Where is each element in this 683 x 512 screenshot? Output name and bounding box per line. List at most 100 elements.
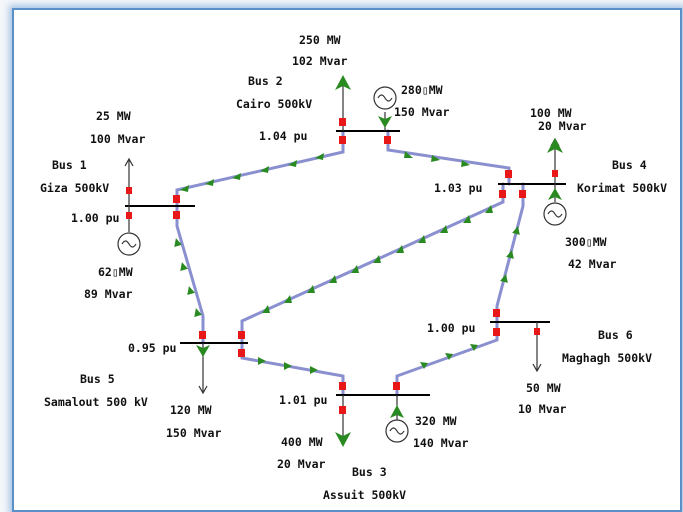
- load-mvar: 20 Mvar: [277, 457, 326, 471]
- flow-arrow: [335, 75, 351, 90]
- breaker[interactable]: [393, 382, 400, 390]
- bus-voltage: 1.01 pu: [279, 393, 327, 407]
- flow-arrow: [196, 345, 210, 357]
- breaker[interactable]: [339, 118, 346, 126]
- flow-arrow: [258, 357, 266, 365]
- generator-bus3[interactable]: [385, 395, 409, 443]
- breaker[interactable]: [505, 170, 512, 178]
- bus-bars: [125, 130, 566, 396]
- line-bus4-bus5[interactable]: [240, 182, 505, 345]
- load-mw: 250 MW: [299, 33, 341, 47]
- flow-arrow: [378, 116, 392, 128]
- generator-labels: 62▯MW 89 Mvar 280▯MW 150 Mvar 320 MW 140…: [84, 83, 617, 450]
- generators: [117, 86, 567, 443]
- breaker[interactable]: [534, 328, 540, 335]
- flow-arrow: [232, 173, 241, 180]
- breaker[interactable]: [339, 136, 346, 144]
- breaker[interactable]: [339, 382, 346, 390]
- flow-arrow: [335, 432, 351, 447]
- flow-arrow: [288, 160, 297, 167]
- breaker[interactable]: [238, 349, 245, 357]
- load-mw: 50 MW: [526, 381, 561, 395]
- bus-location: Samalout 500 kV: [44, 395, 148, 409]
- line-bus5-bus3[interactable]: [240, 341, 345, 397]
- flow-arrow: [307, 285, 315, 293]
- load-mvar: 20 Mvar: [538, 119, 587, 133]
- flow-arrow: [284, 362, 292, 370]
- bus-name: Bus 6: [598, 328, 633, 342]
- bus-location: Assuit 500kV: [323, 488, 406, 502]
- flow-arrow: [500, 274, 508, 283]
- gen-mvar: 42 Mvar: [568, 257, 617, 271]
- breaker[interactable]: [173, 195, 180, 203]
- breaker[interactable]: [126, 187, 132, 194]
- flow-arrow: [205, 179, 214, 186]
- flow-arrow: [180, 185, 189, 192]
- load-labels: 25 MW 100 Mvar 250 MW 102 Mvar 400 MW 20…: [90, 33, 587, 471]
- breaker[interactable]: [499, 190, 506, 198]
- load-mw: 400 MW: [281, 435, 323, 449]
- flow-arrow: [404, 151, 413, 158]
- load-mvar: 10 Mvar: [518, 402, 567, 416]
- load-mw: 120 MW: [170, 403, 212, 417]
- flow-arrow: [506, 250, 514, 259]
- load-bus1[interactable]: [124, 157, 134, 206]
- one-line-diagram-panel: [12, 8, 682, 512]
- breaker[interactable]: [493, 328, 500, 336]
- breaker[interactable]: [519, 190, 526, 198]
- flow-arrow: [174, 238, 182, 247]
- bus-labels: Bus 1 Giza 500kV 1.00 pu Bus 2 Cairo 500…: [40, 74, 667, 502]
- line-flow-arrows: [174, 151, 520, 374]
- flow-arrow: [284, 295, 292, 303]
- load-mw: 25 MW: [96, 109, 131, 123]
- bus-name: Bus 5: [80, 372, 115, 386]
- flow-arrow: [262, 305, 270, 313]
- flow-arrow: [485, 205, 493, 213]
- bus-location: Giza 500kV: [40, 181, 109, 195]
- breaker[interactable]: [126, 212, 132, 219]
- generator-bus4[interactable]: [543, 184, 567, 226]
- bus-location: Korimat 500kV: [577, 181, 667, 195]
- flow-arrow: [461, 160, 470, 167]
- flow-arrow: [187, 286, 195, 295]
- load-mvar: 100 Mvar: [90, 132, 145, 146]
- load-mw: 100 MW: [530, 106, 572, 120]
- breaker[interactable]: [238, 331, 245, 339]
- flow-arrow: [310, 366, 318, 374]
- bus-name: Bus 4: [612, 158, 647, 172]
- gen-mw: 62▯MW: [98, 265, 133, 279]
- flow-arrow: [440, 225, 448, 233]
- flow-arrow: [463, 215, 471, 223]
- breaker[interactable]: [199, 331, 206, 339]
- flow-arrow: [329, 275, 337, 283]
- bus-voltage: 0.95 pu: [128, 341, 176, 355]
- flow-arrow: [180, 262, 188, 271]
- bus-location: Cairo 500kV: [236, 97, 312, 111]
- flow-arrow: [548, 188, 562, 200]
- flow-arrow: [470, 344, 478, 351]
- breaker[interactable]: [552, 170, 558, 177]
- bus-name: Bus 1: [52, 158, 87, 172]
- gen-mw: 320 MW: [415, 414, 457, 428]
- bus-voltage: 1.00 pu: [427, 321, 475, 335]
- line-bus1-bus5[interactable]: [175, 204, 205, 345]
- bus-name: Bus 2: [248, 74, 283, 88]
- load-mvar: 150 Mvar: [166, 426, 221, 440]
- breaker[interactable]: [493, 309, 500, 317]
- flow-arrow: [547, 138, 563, 153]
- bus-voltage: 1.03 pu: [434, 181, 482, 195]
- breaker[interactable]: [339, 406, 346, 414]
- breakers: [126, 118, 558, 414]
- flow-arrow: [396, 245, 404, 253]
- gen-mvar: 89 Mvar: [84, 287, 133, 301]
- flow-arrow: [390, 405, 404, 418]
- flow-arrow: [445, 353, 453, 360]
- bus-location: Maghagh 500kV: [562, 351, 652, 365]
- breaker[interactable]: [173, 211, 180, 219]
- flow-arrow: [418, 235, 426, 243]
- breaker[interactable]: [384, 136, 391, 144]
- bus-name: Bus 3: [352, 465, 387, 479]
- bus-voltage: 1.00 pu: [71, 211, 119, 225]
